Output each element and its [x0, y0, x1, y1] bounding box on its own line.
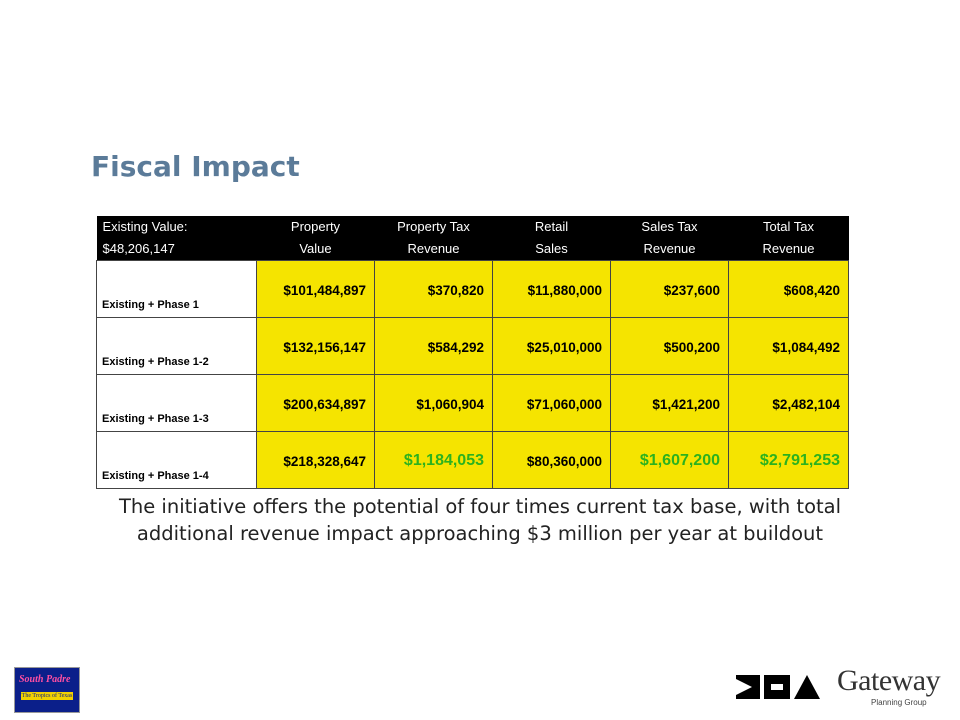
table-row: Existing + Phase 1-3 $200,634,897 $1,060… [96, 374, 849, 432]
header-revenue: Revenue [610, 238, 729, 261]
kha-logo-icon [734, 673, 824, 701]
property-value-cell: $200,634,897 [256, 374, 375, 432]
sales-tax-cell: $500,200 [610, 317, 729, 375]
header-existing-value-amount: $48,206,147 [96, 238, 257, 261]
south-padre-logo-tagline: The Tropics of Texas [21, 692, 73, 700]
summary-line-2: additional revenue impact approaching $3… [136, 522, 824, 545]
header-sales-tax: Sales Tax [610, 216, 729, 238]
summary-text: The initiative offers the potential of f… [80, 493, 880, 547]
header-total-tax: Total Tax [728, 216, 849, 238]
table-row: Existing + Phase 1-2 $132,156,147 $584,2… [96, 317, 849, 375]
page-title: Fiscal Impact [91, 150, 300, 183]
row-label: Existing + Phase 1-2 [96, 317, 257, 375]
header-existing-value-label: Existing Value: [96, 216, 257, 238]
row-label: Existing + Phase 1-4 [96, 431, 257, 489]
header-row-2: $48,206,147 Value Revenue Sales Revenue … [96, 238, 849, 261]
fiscal-impact-table: Existing Value: Property Property Tax Re… [96, 216, 849, 489]
property-value-cell: $218,328,647 [256, 431, 375, 489]
header-property-tax: Property Tax [374, 216, 493, 238]
gateway-logo: Gateway Planning Group [837, 664, 943, 712]
gateway-logo-name: Gateway [837, 664, 941, 697]
property-tax-cell: $584,292 [374, 317, 493, 375]
property-tax-cell: $1,184,053 [374, 431, 493, 489]
gateway-logo-sub: Planning Group [871, 698, 927, 707]
table-row: Existing + Phase 1-4 $218,328,647 $1,184… [96, 431, 849, 489]
total-tax-cell: $608,420 [728, 260, 849, 318]
property-value-cell: $101,484,897 [256, 260, 375, 318]
total-tax-cell: $1,084,492 [728, 317, 849, 375]
retail-sales-cell: $71,060,000 [492, 374, 611, 432]
header-retail: Retail [492, 216, 611, 238]
south-padre-logo-text: South Padre [19, 674, 71, 685]
header-revenue: Revenue [728, 238, 849, 261]
header-property: Property [256, 216, 375, 238]
property-tax-cell: $370,820 [374, 260, 493, 318]
property-value-cell: $132,156,147 [256, 317, 375, 375]
header-row-1: Existing Value: Property Property Tax Re… [96, 216, 849, 238]
retail-sales-cell: $11,880,000 [492, 260, 611, 318]
header-revenue: Revenue [374, 238, 493, 261]
total-tax-cell: $2,791,253 [728, 431, 849, 489]
total-tax-cell: $2,482,104 [728, 374, 849, 432]
retail-sales-cell: $80,360,000 [492, 431, 611, 489]
property-tax-cell: $1,060,904 [374, 374, 493, 432]
header-sales: Sales [492, 238, 611, 261]
summary-line-1: The initiative offers the potential of f… [118, 495, 842, 518]
sales-tax-cell: $1,607,200 [610, 431, 729, 489]
retail-sales-cell: $25,010,000 [492, 317, 611, 375]
row-label: Existing + Phase 1 [96, 260, 257, 318]
row-label: Existing + Phase 1-3 [96, 374, 257, 432]
south-padre-logo: South Padre The Tropics of Texas [14, 667, 80, 713]
sales-tax-cell: $1,421,200 [610, 374, 729, 432]
sales-tax-cell: $237,600 [610, 260, 729, 318]
header-value: Value [256, 238, 375, 261]
table-row: Existing + Phase 1 $101,484,897 $370,820… [96, 260, 849, 318]
